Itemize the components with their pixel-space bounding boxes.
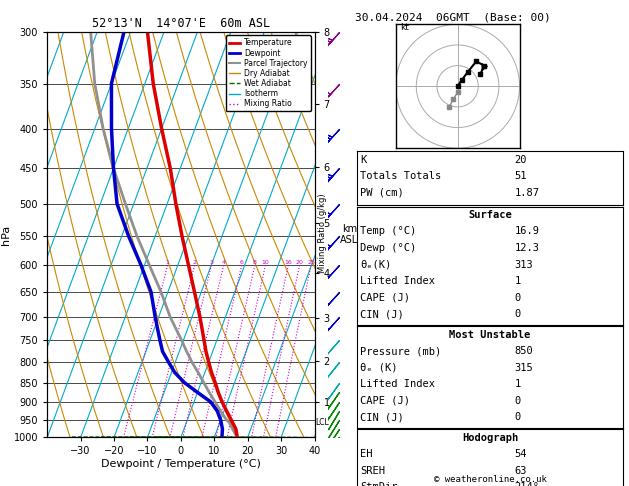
Text: 4: 4	[221, 260, 226, 265]
Y-axis label: hPa: hPa	[1, 225, 11, 244]
Text: Pressure (mb): Pressure (mb)	[360, 346, 442, 356]
Text: CAPE (J): CAPE (J)	[360, 396, 410, 406]
Text: PW (cm): PW (cm)	[360, 188, 404, 198]
Text: 0: 0	[515, 309, 521, 319]
Text: 0: 0	[515, 396, 521, 406]
Text: 313: 313	[515, 260, 533, 270]
Text: 20: 20	[296, 260, 304, 265]
Text: 51: 51	[515, 171, 527, 181]
Text: 8: 8	[253, 260, 257, 265]
Text: kt: kt	[400, 23, 409, 33]
Text: 850: 850	[515, 346, 533, 356]
Text: 0: 0	[515, 412, 521, 422]
Text: StmDir: StmDir	[360, 482, 398, 486]
Text: Temp (°C): Temp (°C)	[360, 226, 416, 237]
Text: LCL: LCL	[316, 418, 329, 427]
Text: 63: 63	[515, 466, 527, 476]
Text: Lifted Index: Lifted Index	[360, 276, 435, 286]
Text: 315: 315	[515, 363, 533, 373]
Text: θₑ(K): θₑ(K)	[360, 260, 392, 270]
Text: θₑ (K): θₑ (K)	[360, 363, 398, 373]
Text: 54: 54	[515, 449, 527, 459]
Y-axis label: km
ASL: km ASL	[340, 224, 359, 245]
Text: Totals Totals: Totals Totals	[360, 171, 442, 181]
Text: 214°: 214°	[515, 482, 540, 486]
Text: Dewp (°C): Dewp (°C)	[360, 243, 416, 253]
Text: EH: EH	[360, 449, 373, 459]
Text: 1: 1	[515, 379, 521, 389]
Text: Mixing Ratio (g/kg): Mixing Ratio (g/kg)	[318, 193, 326, 273]
Text: 16.9: 16.9	[515, 226, 540, 237]
Text: 10: 10	[262, 260, 269, 265]
Text: 2: 2	[192, 260, 197, 265]
Text: CAPE (J): CAPE (J)	[360, 293, 410, 303]
X-axis label: Dewpoint / Temperature (°C): Dewpoint / Temperature (°C)	[101, 459, 261, 469]
Text: 25: 25	[307, 260, 315, 265]
Text: 16: 16	[284, 260, 292, 265]
Text: Lifted Index: Lifted Index	[360, 379, 435, 389]
Text: CIN (J): CIN (J)	[360, 309, 404, 319]
Text: 6: 6	[240, 260, 243, 265]
Text: 1: 1	[165, 260, 170, 265]
Title: 52°13'N  14°07'E  60m ASL: 52°13'N 14°07'E 60m ASL	[92, 17, 270, 31]
Text: © weatheronline.co.uk: © weatheronline.co.uk	[433, 474, 547, 484]
Text: K: K	[360, 155, 367, 165]
Text: 1.87: 1.87	[515, 188, 540, 198]
Text: 3: 3	[209, 260, 213, 265]
Text: CIN (J): CIN (J)	[360, 412, 404, 422]
Text: 12.3: 12.3	[515, 243, 540, 253]
Legend: Temperature, Dewpoint, Parcel Trajectory, Dry Adiabat, Wet Adiabat, Isotherm, Mi: Temperature, Dewpoint, Parcel Trajectory…	[226, 35, 311, 111]
Text: 30.04.2024  06GMT  (Base: 00): 30.04.2024 06GMT (Base: 00)	[355, 12, 551, 22]
Text: Hodograph: Hodograph	[462, 433, 518, 443]
Text: 0: 0	[515, 293, 521, 303]
Text: 1: 1	[515, 276, 521, 286]
Text: Most Unstable: Most Unstable	[449, 330, 531, 340]
Text: 20: 20	[515, 155, 527, 165]
Text: Surface: Surface	[468, 210, 512, 220]
Text: SREH: SREH	[360, 466, 386, 476]
